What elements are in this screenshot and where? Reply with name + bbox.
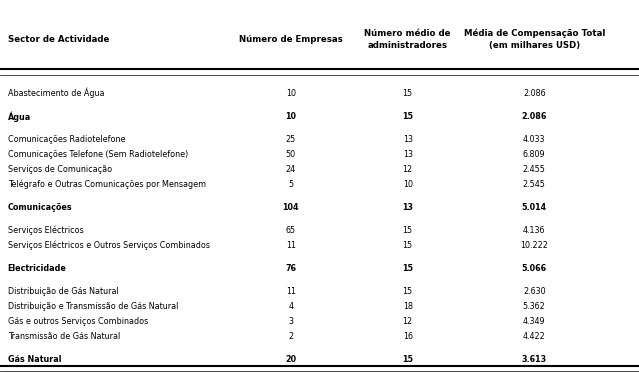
- Text: 6.809: 6.809: [523, 150, 546, 159]
- Text: Electricidade: Electricidade: [8, 264, 66, 273]
- Text: Média de Compensação Total
(em milhares USD): Média de Compensação Total (em milhares …: [463, 28, 605, 50]
- Text: Comunicações Telefone (Sem Radiotelefone): Comunicações Telefone (Sem Radiotelefone…: [8, 150, 188, 159]
- Text: 16: 16: [403, 332, 413, 341]
- Text: 10: 10: [286, 89, 296, 98]
- Text: 13: 13: [403, 150, 413, 159]
- Text: 13: 13: [402, 203, 413, 212]
- Text: 15: 15: [402, 264, 413, 273]
- Text: 15: 15: [403, 89, 413, 98]
- Text: Água: Água: [8, 111, 31, 122]
- Text: 15: 15: [403, 287, 413, 296]
- Text: 18: 18: [403, 302, 413, 311]
- Text: 3: 3: [288, 317, 293, 326]
- Text: 4.136: 4.136: [523, 226, 546, 235]
- Text: 2.630: 2.630: [523, 287, 546, 296]
- Text: Comunicações: Comunicações: [8, 203, 72, 212]
- Text: 5.014: 5.014: [521, 203, 547, 212]
- Text: 2: 2: [288, 332, 293, 341]
- Text: 15: 15: [402, 355, 413, 364]
- Text: 2.545: 2.545: [523, 180, 546, 189]
- Text: 15: 15: [403, 226, 413, 235]
- Text: 10: 10: [285, 112, 296, 121]
- Text: 20: 20: [285, 355, 296, 364]
- Text: Comunicações Radiotelefone: Comunicações Radiotelefone: [8, 135, 125, 144]
- Text: 4: 4: [288, 302, 293, 311]
- Text: 10: 10: [403, 180, 413, 189]
- Text: Distribuição e Transmissão de Gás Natural: Distribuição e Transmissão de Gás Natura…: [8, 302, 178, 311]
- Text: Número de Empresas: Número de Empresas: [239, 35, 343, 44]
- Text: 3.613: 3.613: [521, 355, 547, 364]
- Text: 2.086: 2.086: [523, 89, 546, 98]
- Text: Sector de Actividade: Sector de Actividade: [8, 35, 109, 44]
- Text: 13: 13: [403, 135, 413, 144]
- Text: Transmissão de Gás Natural: Transmissão de Gás Natural: [8, 332, 120, 341]
- Text: 24: 24: [286, 165, 296, 174]
- Text: 76: 76: [285, 264, 296, 273]
- Text: Telégrafo e Outras Comunicações por Mensagem: Telégrafo e Outras Comunicações por Mens…: [8, 179, 206, 189]
- Text: 4.033: 4.033: [523, 135, 546, 144]
- Text: 12: 12: [403, 317, 413, 326]
- Text: Número médio de
administradores: Número médio de administradores: [364, 29, 451, 50]
- Text: 12: 12: [403, 165, 413, 174]
- Text: 5.362: 5.362: [523, 302, 546, 311]
- Text: 5: 5: [288, 180, 293, 189]
- Text: 15: 15: [402, 112, 413, 121]
- Text: Gás e outros Serviços Combinados: Gás e outros Serviços Combinados: [8, 317, 148, 326]
- Text: Serviços Eléctricos: Serviços Eléctricos: [8, 226, 84, 235]
- Text: Abastecimento de Água: Abastecimento de Água: [8, 88, 104, 98]
- Text: Gás Natural: Gás Natural: [8, 355, 61, 364]
- Text: 65: 65: [286, 226, 296, 235]
- Text: 5.066: 5.066: [521, 264, 547, 273]
- Text: 11: 11: [286, 241, 296, 250]
- Text: Distribuição de Gás Natural: Distribuição de Gás Natural: [8, 287, 118, 296]
- Text: 50: 50: [286, 150, 296, 159]
- Text: Serviços de Comunicação: Serviços de Comunicação: [8, 165, 112, 174]
- Text: 15: 15: [403, 241, 413, 250]
- Text: 25: 25: [286, 135, 296, 144]
- Text: 4.349: 4.349: [523, 317, 546, 326]
- Text: 104: 104: [282, 203, 299, 212]
- Text: 2.086: 2.086: [521, 112, 547, 121]
- Text: 2.455: 2.455: [523, 165, 546, 174]
- Text: Serviços Eléctricos e Outros Serviços Combinados: Serviços Eléctricos e Outros Serviços Co…: [8, 241, 210, 250]
- Text: 11: 11: [286, 287, 296, 296]
- Text: 10.222: 10.222: [520, 241, 548, 250]
- Text: 4.422: 4.422: [523, 332, 546, 341]
